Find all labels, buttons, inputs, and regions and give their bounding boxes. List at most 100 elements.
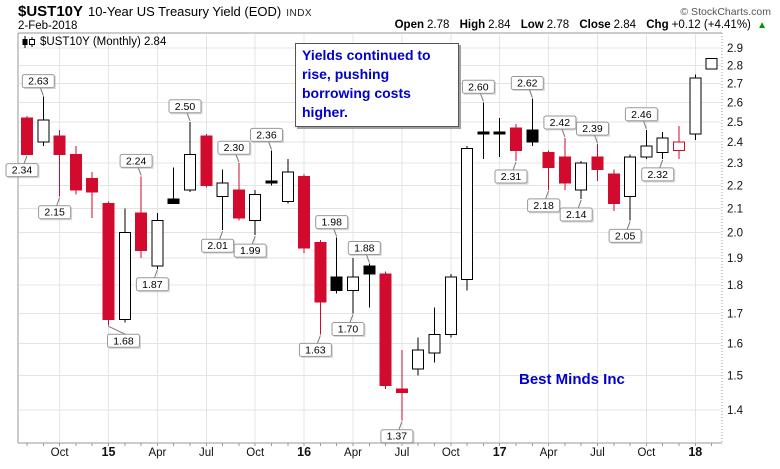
candle-body <box>591 156 604 171</box>
y-axis-label: 2.7 <box>727 79 743 91</box>
open-label: Open <box>394 19 424 31</box>
candle-body <box>216 182 229 198</box>
label-pointer <box>398 421 403 430</box>
candle-feb-2015 <box>118 208 131 323</box>
candle-nov-2014 <box>69 146 82 195</box>
price-label: 1.88 <box>354 242 375 254</box>
price-label: 2.15 <box>44 207 65 219</box>
label-pointer <box>659 159 664 169</box>
candle-mar-2015 <box>135 176 148 259</box>
candle-jul-2017 <box>591 144 604 181</box>
price-label: 2.05 <box>615 230 636 242</box>
candle-oct-2014 <box>53 129 66 197</box>
y-axis-label: 2.0 <box>727 228 743 240</box>
exchange-tag: INDX <box>286 8 313 19</box>
x-axis-label: 15 <box>102 445 116 459</box>
symbol: $UST10Y <box>18 3 84 20</box>
y-axis-label: 1.9 <box>727 253 743 265</box>
candle-body <box>184 154 196 191</box>
candle-sep-2017 <box>624 154 637 221</box>
candle-body <box>428 333 441 354</box>
candle-aug-2015 <box>216 169 229 231</box>
candle-aug-2016 <box>412 337 425 376</box>
candle-body <box>102 203 115 320</box>
open-value: 2.78 <box>426 19 450 31</box>
candle-body <box>575 162 588 191</box>
label-pointer <box>333 228 338 237</box>
price-label: 2.42 <box>550 117 571 129</box>
ohlc-readout: Open 2.78 High 2.84 Low 2.78 Close 2.84 Chg +… <box>388 19 767 31</box>
candle-jan-2018 <box>689 74 702 140</box>
candle-jan-2017 <box>493 117 506 157</box>
price-label: 1.37 <box>387 431 408 443</box>
label-box <box>217 140 251 155</box>
candle-apr-2017 <box>542 150 555 190</box>
annotation-callout: Yields continued to rise, pushing borrow… <box>295 43 459 127</box>
y-axis-label: 1.8 <box>727 280 743 292</box>
price-label: 2.01 <box>207 240 228 252</box>
instrument-name: 10-Year US Treasury Yield (EOD) <box>88 4 282 19</box>
candle-jul-2016 <box>395 349 408 421</box>
legend-text: $UST10Y (Monthly) 2.84 <box>40 36 167 48</box>
candle-body <box>118 232 131 320</box>
label-pointer <box>108 325 126 335</box>
candle-body <box>542 152 555 169</box>
label-box <box>119 153 153 168</box>
candle-body <box>314 242 327 303</box>
high-label: High <box>459 19 486 31</box>
price-label: 2.34 <box>12 165 33 177</box>
label-box <box>347 240 381 255</box>
candle-sep-2015 <box>232 163 245 221</box>
candle-body <box>347 276 359 292</box>
candle-body <box>395 388 408 394</box>
candle-body <box>330 276 343 292</box>
candle-jan-2015 <box>102 201 115 326</box>
candle-body <box>151 219 164 267</box>
candle-body <box>412 349 425 370</box>
label-pointer <box>251 236 256 245</box>
price-label: 2.18 <box>533 200 554 212</box>
candle-body <box>200 135 213 186</box>
label-pointer <box>545 190 550 200</box>
candle-oct-2016 <box>444 274 457 338</box>
candle-nov-2016 <box>461 146 474 291</box>
candle-body <box>640 145 653 158</box>
candle-body <box>281 171 294 202</box>
price-label: 2.36 <box>256 129 277 141</box>
label-pointer <box>626 221 631 230</box>
candle-dec-2017 <box>673 125 685 159</box>
label-pointer <box>153 269 158 278</box>
candle-feb-2016 <box>314 240 327 335</box>
candle-sep-2014 <box>37 96 50 147</box>
label-pointer <box>479 93 484 102</box>
price-label: 2.46 <box>631 109 652 121</box>
x-axis-label: Jul <box>199 447 214 459</box>
up-arrow-icon: ▲ <box>757 20 767 31</box>
candle-body <box>526 129 539 143</box>
x-axis-label: 18 <box>688 445 702 459</box>
label-box <box>559 207 593 222</box>
label-pointer <box>39 87 44 96</box>
price-label: 2.24 <box>126 155 147 167</box>
y-axis-label: 1.4 <box>727 405 744 417</box>
label-box <box>298 342 332 357</box>
candle-body <box>232 189 245 219</box>
candle-aug-2017 <box>607 169 620 211</box>
label-box <box>135 277 169 292</box>
y-axis-label: 2.1 <box>727 203 743 215</box>
candle-body <box>558 156 571 184</box>
candle-may-2015 <box>167 167 180 205</box>
price-label: 1.68 <box>113 335 134 347</box>
y-axis-label: 2.9 <box>727 43 743 55</box>
price-label: 1.70 <box>338 323 359 335</box>
y-axis-label: 2.8 <box>727 60 743 72</box>
label-box <box>527 198 561 213</box>
chg-label: Chg <box>646 19 669 31</box>
x-axis-label: Oct <box>51 447 70 459</box>
candle-body <box>607 173 620 205</box>
candle-jun-2015 <box>184 121 196 193</box>
chg-value: +0.12 (+4.41%) <box>671 19 751 31</box>
candle-nov-2015 <box>265 150 278 186</box>
candle-body <box>477 131 490 135</box>
candle-body <box>624 156 637 198</box>
